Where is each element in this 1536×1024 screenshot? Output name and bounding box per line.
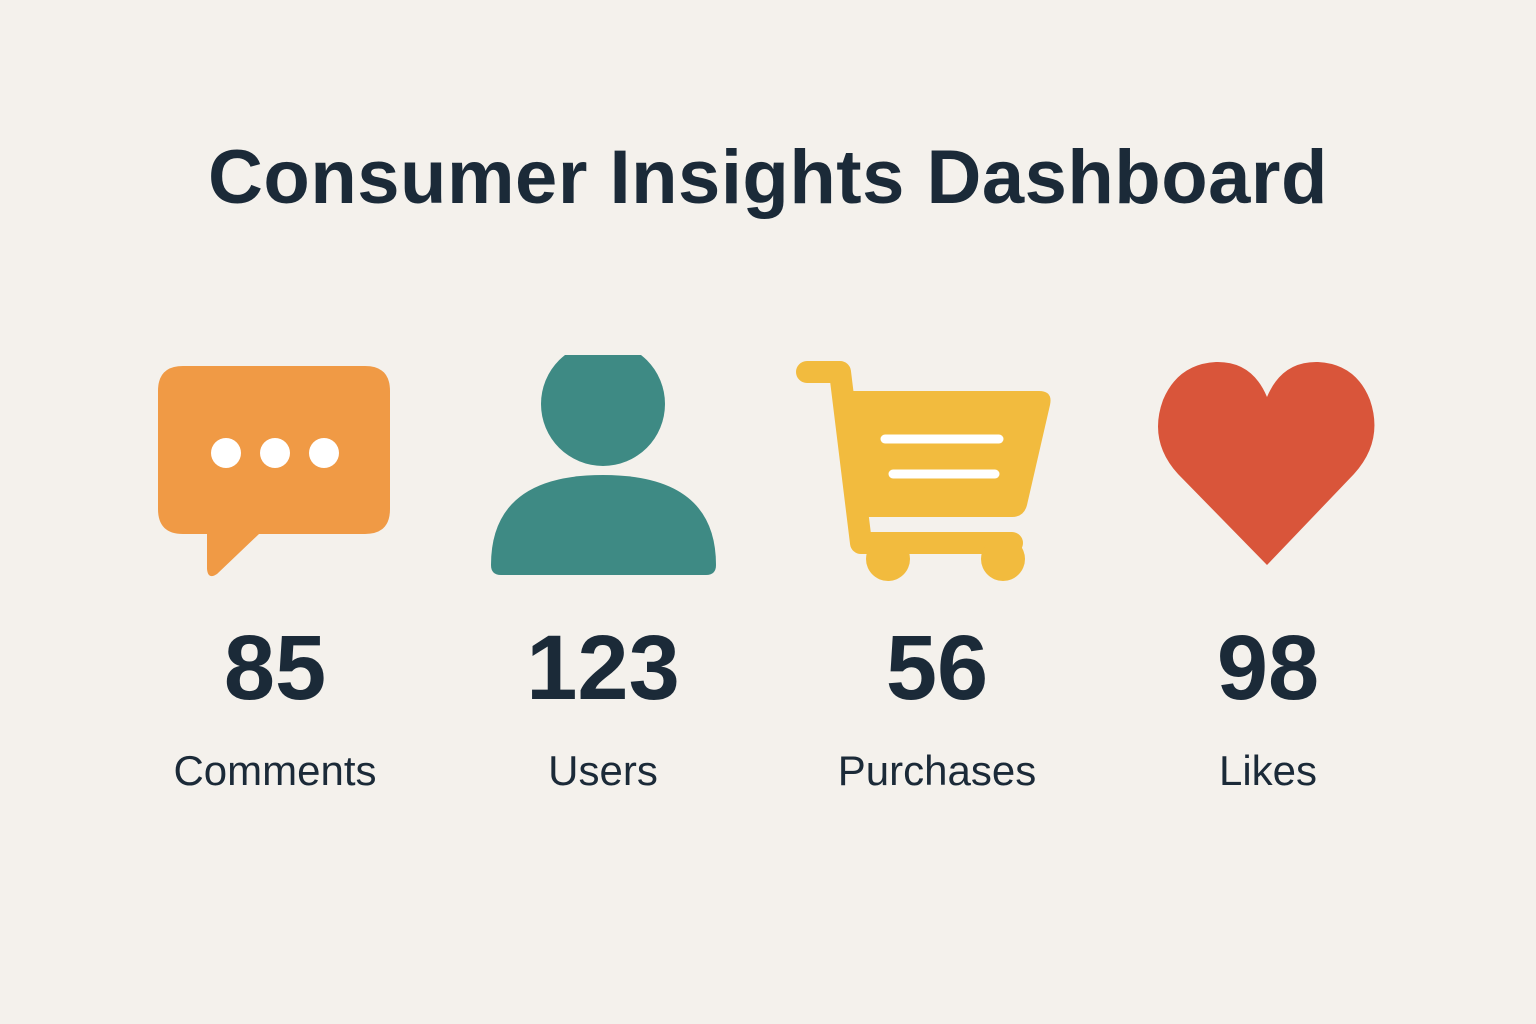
stat-card-likes: 98 Likes <box>1118 355 1418 815</box>
purchases-count: 56 <box>885 617 989 719</box>
chat-bubble-icon <box>125 355 425 585</box>
heart-icon <box>1118 355 1418 585</box>
users-count: 123 <box>526 617 680 719</box>
comments-label: Comments <box>173 747 377 794</box>
stat-card-purchases: 56 Purchases <box>787 355 1087 815</box>
comments-count: 85 <box>223 617 327 719</box>
purchases-label: Purchases <box>837 747 1037 794</box>
user-icon <box>453 355 753 585</box>
stat-card-comments: 85 Comments <box>125 355 425 815</box>
likes-label: Likes <box>1218 747 1318 794</box>
likes-count: 98 <box>1216 617 1320 719</box>
stat-card-users: 123 Users <box>453 355 753 815</box>
shopping-cart-icon <box>787 355 1087 585</box>
users-label: Users <box>548 747 658 794</box>
page-title: Consumer Insights Dashboard <box>208 135 1328 220</box>
